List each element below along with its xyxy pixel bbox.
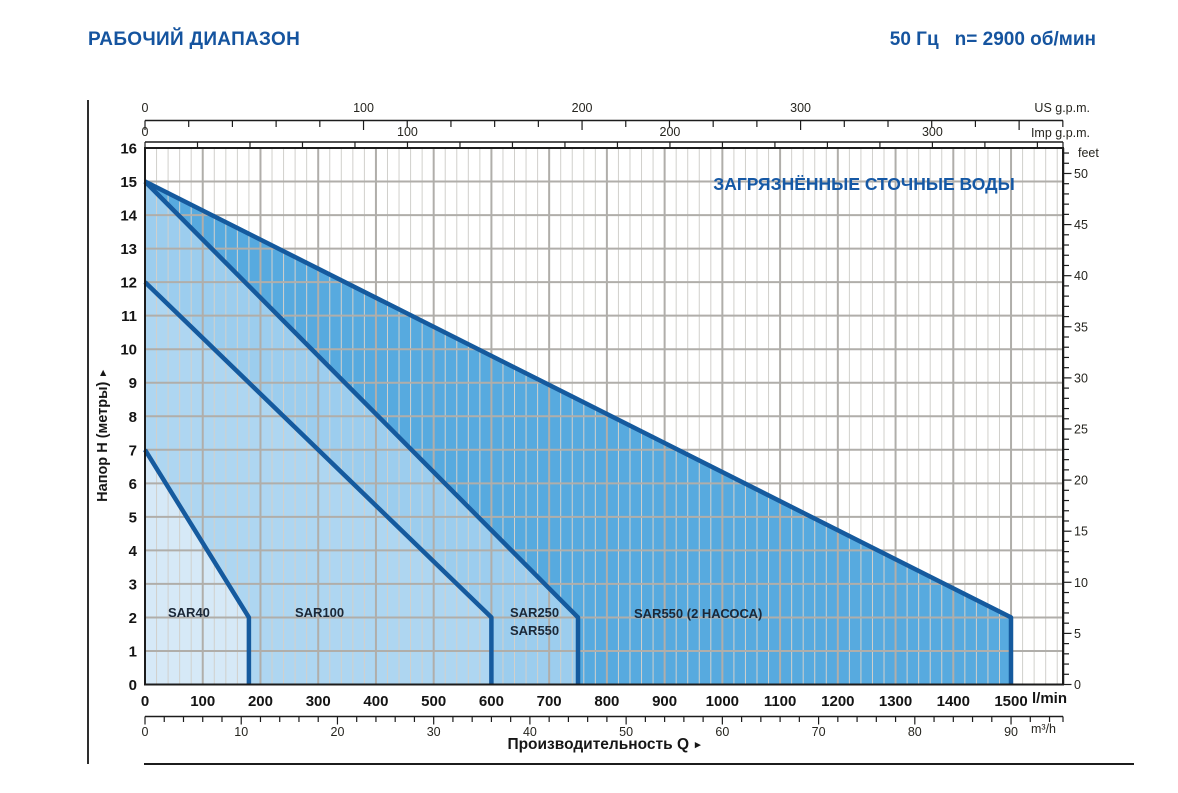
feet-tick-label: 45 (1074, 218, 1088, 232)
m3h-tick-label: 20 (331, 725, 345, 739)
y-axis-label: Напор H (метры) ▸ (95, 286, 111, 586)
impgpm-tick-label: 0 (142, 125, 149, 139)
meters-tick-label: 10 (120, 342, 137, 359)
feet-tick-label: 40 (1074, 269, 1088, 283)
lmin-tick-label: 400 (363, 693, 388, 710)
operating-conditions: 50 Гц n= 2900 об/мин (890, 29, 1096, 51)
m3h-tick-label: 30 (427, 725, 441, 739)
meters-tick-label: 5 (129, 509, 137, 526)
lmin-tick-label: 1000 (706, 693, 739, 710)
meters-tick-label: 6 (129, 476, 137, 493)
speed-label: n= 2900 об/мин (954, 29, 1096, 50)
m3h-unit-label: m³/h (1031, 722, 1056, 736)
lmin-tick-label: 100 (190, 693, 215, 710)
meters-tick-label: 8 (129, 409, 137, 426)
impgpm-tick-label: 300 (922, 125, 943, 139)
lmin-tick-label: 300 (306, 693, 331, 710)
usgpm-tick-label: 300 (790, 101, 811, 115)
lmin-unit-label: l/min (1032, 690, 1068, 707)
meters-tick-label: 9 (129, 375, 137, 392)
region-boundary-3 (143, 448, 252, 685)
lmin-tick-label: 700 (537, 693, 562, 710)
x-axis-label: Производительность Q ▸ (444, 736, 764, 754)
impgpm-unit-label: Imp g.p.m. (1030, 126, 1090, 140)
feet-tick-label: 0 (1074, 678, 1081, 692)
bottom-border-rule (144, 763, 1134, 765)
region-label-sar40: SAR40 (168, 605, 210, 620)
meters-tick-label: 2 (129, 610, 137, 627)
lmin-tick-label: 1400 (937, 693, 970, 710)
region-fill-3 (145, 449, 249, 685)
m3h-tick-label: 10 (234, 725, 248, 739)
feet-tick-label: 20 (1074, 474, 1088, 488)
meters-tick-label: 3 (129, 576, 137, 593)
x-axis-label-text: Производительность Q (507, 736, 690, 753)
meters-tick-label: 11 (121, 308, 137, 325)
meters-tick-label: 1 (129, 643, 137, 660)
feet-tick-label: 30 (1074, 371, 1088, 385)
chart-annotation: ЗАГРЯЗНЁННЫЕ СТОЧНЫЕ ВОДЫ (713, 174, 1015, 194)
region-label-sar550-2p: SAR550 (2 НАСОСА) (634, 606, 763, 621)
up-arrow-icon: ▸ (97, 370, 109, 376)
region-boundary-0 (143, 179, 1014, 685)
lmin-tick-label: 500 (421, 693, 446, 710)
region-label-sar250: SAR250 (510, 605, 560, 620)
m3h-tick-label: 0 (142, 725, 149, 739)
m3h-tick-label: 90 (1004, 725, 1018, 739)
feet-tick-label: 10 (1074, 576, 1088, 590)
impgpm-tick-label: 200 (660, 125, 681, 139)
impgpm-tick-label: 100 (397, 125, 418, 139)
lmin-tick-label: 800 (594, 693, 619, 710)
m3h-tick-label: 50 (619, 725, 633, 739)
region-boundary-1 (143, 179, 581, 685)
meters-tick-label: 14 (120, 208, 137, 225)
m3h-tick-label: 80 (908, 725, 922, 739)
region-label-sar550: SAR550 (510, 623, 560, 638)
m3h-tick-label: 70 (812, 725, 826, 739)
lmin-tick-label: 600 (479, 693, 504, 710)
region-label-sar100: SAR100 (295, 605, 345, 620)
meters-tick-label: 7 (129, 442, 137, 459)
meters-tick-label: 15 (120, 174, 137, 191)
lmin-tick-label: 1500 (994, 693, 1027, 710)
region-boundary-2 (143, 280, 494, 685)
usgpm-tick-label: 100 (353, 101, 374, 115)
right-arrow-icon: ▸ (695, 739, 701, 751)
feet-tick-label: 35 (1074, 320, 1088, 334)
usgpm-tick-label: 200 (572, 101, 593, 115)
meters-tick-label: 0 (129, 677, 137, 694)
feet-tick-label: 15 (1074, 525, 1088, 539)
left-border-rule (87, 100, 89, 764)
usgpm-unit-label: US g.p.m. (1034, 101, 1090, 115)
lmin-tick-label: 900 (652, 693, 677, 710)
m3h-tick-label: 60 (715, 725, 729, 739)
usgpm-tick-label: 0 (142, 101, 149, 115)
meters-tick-label: 12 (120, 275, 137, 292)
lmin-tick-label: 1200 (821, 693, 854, 710)
frequency-label: 50 Гц (889, 29, 939, 50)
m3h-tick-label: 40 (523, 725, 537, 739)
lmin-tick-label: 200 (248, 693, 273, 710)
lmin-tick-label: 1300 (879, 693, 912, 710)
meters-tick-label: 13 (120, 241, 137, 258)
feet-tick-label: 5 (1074, 627, 1081, 641)
page-title: РАБОЧИЙ ДИАПАЗОН (88, 29, 301, 50)
lmin-tick-label: 0 (141, 693, 149, 710)
feet-tick-label: 25 (1074, 422, 1088, 436)
y-axis-label-text: Напор H (метры) (95, 381, 111, 502)
feet-tick-label: 50 (1074, 167, 1088, 181)
feet-unit-label: feet (1078, 146, 1099, 160)
meters-tick-label: 4 (129, 543, 138, 560)
lmin-tick-label: 1100 (764, 693, 797, 710)
meters-tick-label: 16 (120, 141, 137, 158)
